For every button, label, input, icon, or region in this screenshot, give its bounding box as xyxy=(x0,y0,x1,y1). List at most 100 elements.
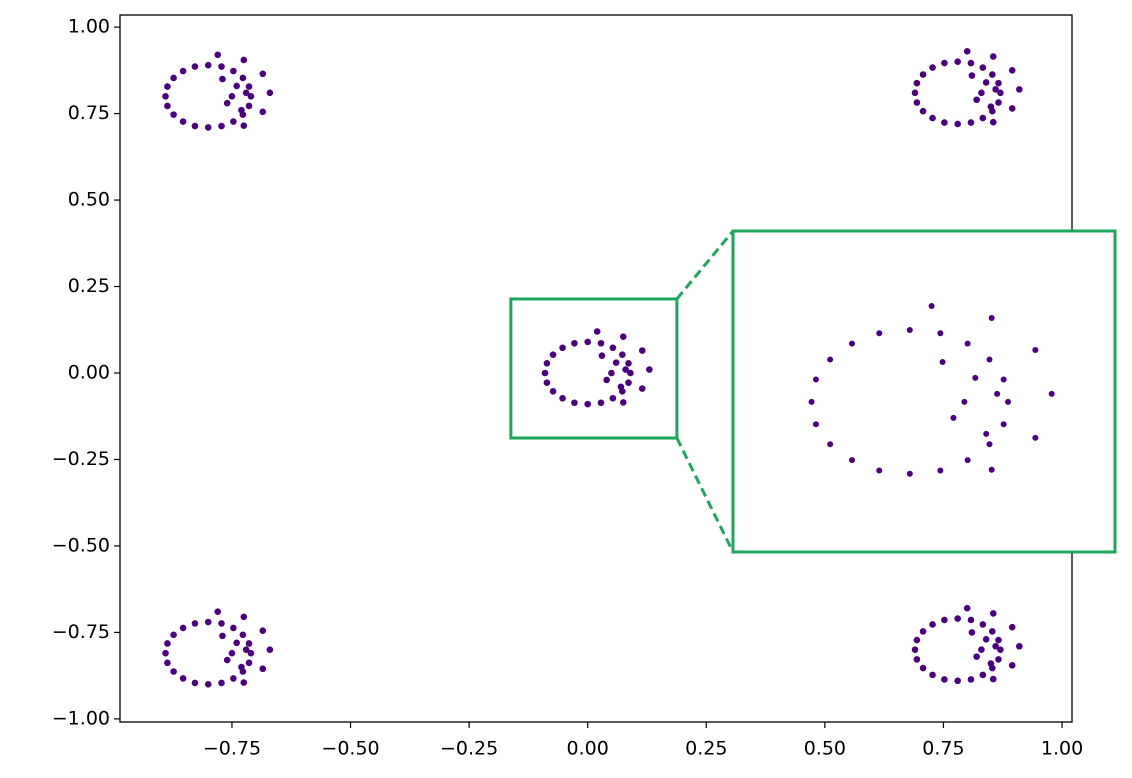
point xyxy=(622,366,629,373)
y-tick-label: 1.00 xyxy=(68,16,110,38)
point xyxy=(989,53,997,60)
point xyxy=(989,675,997,683)
point xyxy=(164,659,171,667)
point xyxy=(992,642,999,650)
point xyxy=(954,120,961,128)
point xyxy=(929,671,936,679)
point xyxy=(967,616,975,624)
point xyxy=(170,668,177,675)
point xyxy=(214,608,222,615)
point xyxy=(619,333,627,340)
point xyxy=(979,114,987,122)
point xyxy=(941,119,948,126)
point xyxy=(973,653,980,660)
inset-point xyxy=(988,315,995,322)
point xyxy=(929,114,936,122)
point xyxy=(987,660,995,667)
point xyxy=(967,119,975,126)
x-tick-label: −0.50 xyxy=(321,738,379,760)
y-tick-label: −0.50 xyxy=(52,534,110,556)
inset-point xyxy=(939,358,946,365)
inset-point xyxy=(994,390,1001,397)
point xyxy=(913,79,921,87)
point xyxy=(913,99,921,106)
point xyxy=(997,646,1004,654)
point xyxy=(597,339,605,347)
point xyxy=(543,360,551,367)
point xyxy=(259,108,267,116)
point xyxy=(239,631,247,639)
point xyxy=(1016,642,1023,650)
point xyxy=(239,74,247,82)
point xyxy=(247,649,255,657)
point xyxy=(170,74,177,82)
point xyxy=(625,360,632,367)
point xyxy=(218,620,225,627)
point xyxy=(982,79,990,86)
point xyxy=(911,89,919,97)
point xyxy=(242,646,250,654)
point xyxy=(170,111,177,118)
point xyxy=(228,92,236,100)
point xyxy=(218,679,225,687)
point xyxy=(1008,67,1016,74)
point xyxy=(164,83,171,90)
point xyxy=(1008,105,1016,112)
point xyxy=(584,338,591,346)
zoom-overlay xyxy=(509,229,1117,554)
point xyxy=(989,118,997,126)
y-tick-label: −0.75 xyxy=(52,621,110,643)
point xyxy=(619,351,626,358)
inset-point xyxy=(986,356,993,363)
point xyxy=(593,328,601,335)
point xyxy=(954,58,961,65)
point xyxy=(995,99,1002,106)
point xyxy=(995,656,1002,663)
point xyxy=(204,680,212,688)
point xyxy=(233,82,240,90)
point xyxy=(584,400,591,408)
point xyxy=(242,89,250,97)
point xyxy=(597,399,605,407)
y-tick-label: −1.00 xyxy=(52,707,110,729)
inset-point xyxy=(1005,398,1012,405)
point xyxy=(919,107,927,115)
point xyxy=(997,89,1004,97)
inset-point xyxy=(876,330,883,337)
point xyxy=(259,70,267,78)
point xyxy=(987,103,995,110)
inset-point xyxy=(1048,390,1055,397)
point xyxy=(259,627,267,634)
point xyxy=(549,388,557,395)
point xyxy=(549,351,557,358)
point xyxy=(219,75,226,83)
inset-point xyxy=(876,467,883,474)
point xyxy=(170,631,177,639)
point xyxy=(191,620,199,627)
point xyxy=(1008,661,1016,669)
inset-frame xyxy=(731,229,1117,554)
inset-point xyxy=(986,441,993,448)
point xyxy=(979,621,987,628)
point xyxy=(603,376,610,384)
point xyxy=(967,59,975,67)
inset-point xyxy=(950,414,957,421)
point xyxy=(646,366,653,373)
point xyxy=(204,618,212,626)
inset-point xyxy=(808,398,815,405)
x-tick-label: 0.00 xyxy=(567,738,609,760)
point xyxy=(913,656,921,663)
point xyxy=(995,636,1002,644)
point xyxy=(259,665,267,673)
point xyxy=(191,122,199,130)
point xyxy=(627,369,634,377)
x-tick-label: 0.25 xyxy=(685,738,727,760)
inset-point xyxy=(961,398,968,405)
point xyxy=(1008,623,1016,631)
inset-point xyxy=(928,303,935,310)
y-tick-label: 0.25 xyxy=(68,275,110,297)
point xyxy=(245,102,253,110)
point xyxy=(191,679,199,687)
inset-point xyxy=(906,470,913,477)
